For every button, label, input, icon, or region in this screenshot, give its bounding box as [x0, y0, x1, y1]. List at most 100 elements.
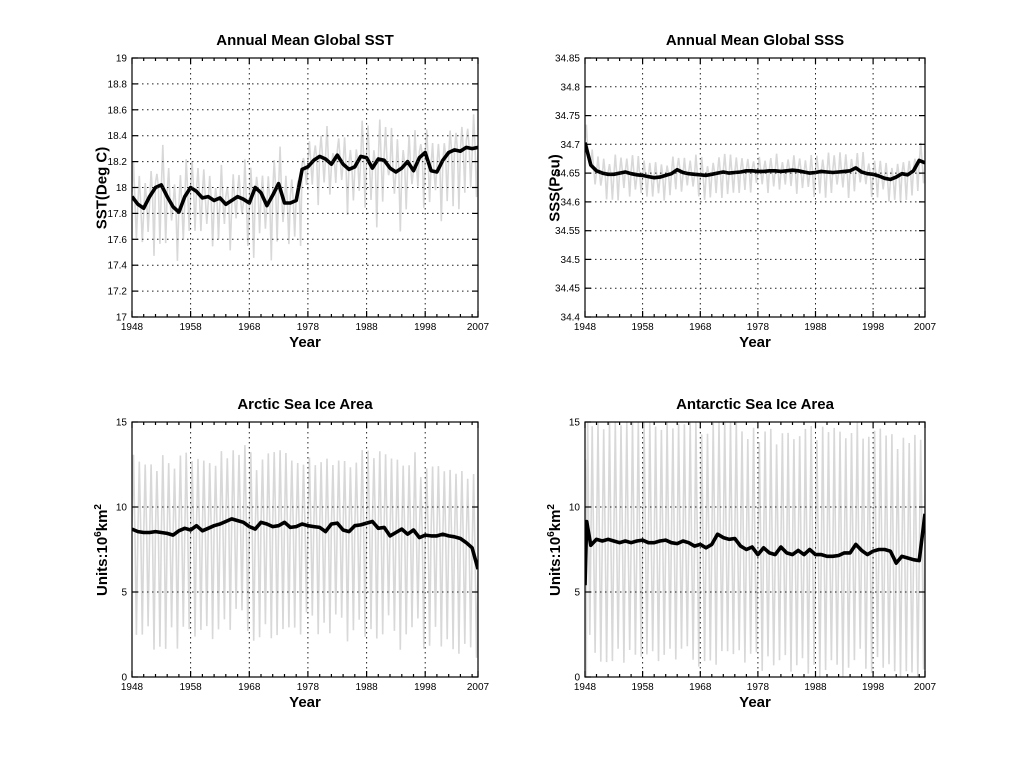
y-tick-label: 0 [121, 673, 127, 684]
y-tick-label: 34.6 [561, 197, 581, 208]
y-axis-label: SST(Deg C) [94, 146, 111, 229]
y-axis-label-part: SSS(Psu) [546, 153, 564, 222]
y-tick-label: 18.4 [108, 131, 128, 142]
grid-lines [585, 422, 925, 677]
y-tick-label: 17.6 [108, 235, 128, 246]
y-tick-label: 34.7 [561, 140, 581, 151]
annual-mean-line [132, 145, 478, 214]
x-tick-label: 1968 [689, 322, 712, 333]
x-tick-label: 1948 [121, 322, 144, 333]
y-axis-label: Units:106km2 [93, 504, 111, 596]
x-tick-label: 1978 [297, 682, 320, 693]
annual-mean-line [585, 513, 925, 586]
x-axis-label: Year [289, 694, 321, 711]
y-tick-label: 0 [574, 673, 580, 684]
x-tick-label: 1958 [179, 322, 202, 333]
y-tick-label: 34.4 [561, 313, 581, 324]
y-tick-label: 17.8 [108, 209, 128, 220]
x-axis-label: Year [739, 334, 771, 351]
tick-labels: 1948 1958 1968 1978 1988 1998 2007 17 17.2 17.4 17… [108, 54, 490, 334]
x-tick-label: 1958 [631, 682, 654, 693]
y-tick-label: 34.5 [561, 255, 581, 266]
tick-labels: 1948 1958 1968 1978 1988 1998 2007 0 5 10 15 [116, 418, 490, 694]
y-tick-label: 18 [116, 183, 128, 194]
y-tick-label: 10 [116, 503, 128, 514]
axis-ticks [584, 421, 926, 678]
y-tick-label: 15 [569, 418, 581, 429]
y-axis-label-part: km [547, 509, 564, 531]
chart-arctic-sea-ice-area: 1948 1958 1968 1978 1988 1998 2007 0 5 10 15 Arcti… [80, 392, 510, 742]
y-tick-label: 18.2 [108, 157, 128, 168]
x-tick-label: 2007 [467, 682, 490, 693]
axis-border [131, 421, 479, 678]
y-axis-label-part: 2 [93, 503, 104, 510]
y-tick-label: 17.2 [108, 287, 128, 298]
x-tick-label: 1998 [862, 682, 885, 693]
axis-ticks [131, 421, 479, 678]
axis-ticks [584, 57, 926, 318]
y-axis-label-part: km [94, 509, 111, 531]
y-tick-label: 17.4 [108, 261, 128, 272]
x-tick-label: 1988 [355, 322, 378, 333]
y-tick-label: 17 [116, 313, 128, 324]
annual-mean-line [132, 517, 478, 570]
arctic-plot-area: 1948 1958 1968 1978 1988 1998 2007 0 5 10 15 [116, 418, 490, 694]
x-axis-label: Year [289, 334, 321, 351]
y-axis-label: Units:106km2 [546, 504, 564, 596]
chart-antarctic-sea-ice-area: 1948 1958 1968 1978 1988 1998 2007 0 5 10 15 Antar… [533, 392, 958, 742]
y-axis-label-part: SST(Deg C) [93, 146, 111, 229]
chart-title: Antarctic Sea Ice Area [676, 396, 834, 413]
axis-border [131, 57, 479, 318]
y-axis-label: SSS(Psu) [547, 154, 564, 222]
x-tick-label: 1958 [631, 322, 654, 333]
chart-title: Annual Mean Global SST [216, 32, 394, 49]
x-tick-label: 1998 [414, 682, 437, 693]
grid-lines [585, 58, 925, 317]
chart-annual-mean-global-sss: 1948 1958 1968 1978 1988 1998 2007 34.4 34.45 34.… [533, 28, 958, 373]
y-tick-label: 10 [569, 503, 581, 514]
y-axis-label-part: 6 [546, 530, 557, 537]
monthly-mean-line [132, 445, 478, 658]
monthly-mean-line [585, 124, 925, 202]
y-tick-label: 34.85 [555, 54, 580, 65]
chart-title: Annual Mean Global SSS [665, 32, 845, 49]
x-tick-label: 1968 [689, 682, 712, 693]
y-axis-label-part: 6 [93, 530, 104, 537]
data-layer [585, 124, 925, 202]
data-layer [585, 422, 925, 677]
x-tick-label: 1978 [747, 322, 770, 333]
y-tick-label: 34.8 [561, 82, 581, 93]
x-tick-label: 1968 [238, 322, 261, 333]
y-tick-label: 34.75 [555, 111, 580, 122]
antarctic-plot-area: 1948 1958 1968 1978 1988 1998 2007 0 5 10 15 [569, 418, 937, 694]
axis-ticks [131, 57, 479, 318]
y-tick-label: 34.45 [555, 284, 580, 295]
y-axis-label-part: Units:10 [547, 536, 564, 596]
x-tick-label: 1988 [804, 682, 827, 693]
x-tick-label: 1968 [238, 682, 261, 693]
annual-mean-line [585, 142, 925, 182]
chart-annual-mean-global-sst: 1948 1958 1968 1978 1988 1998 2007 17 17.2 17.4 17… [80, 28, 510, 373]
y-tick-label: 34.65 [555, 169, 580, 180]
x-tick-label: 1948 [574, 322, 597, 333]
x-tick-label: 1948 [121, 682, 144, 693]
x-tick-label: 1998 [862, 322, 885, 333]
y-tick-label: 15 [116, 418, 128, 429]
x-tick-label: 1998 [414, 322, 437, 333]
sst-plot-area: 1948 1958 1968 1978 1988 1998 2007 17 17.2 17.4 17… [108, 54, 490, 334]
y-tick-label: 19 [116, 54, 128, 65]
data-layer [132, 114, 478, 261]
x-tick-label: 2007 [467, 322, 490, 333]
chart-title: Arctic Sea Ice Area [237, 396, 373, 413]
x-tick-label: 2007 [914, 322, 937, 333]
axis-border [584, 57, 926, 318]
y-tick-label: 5 [121, 588, 127, 599]
sss-plot-area: 1948 1958 1968 1978 1988 1998 2007 34.4 34.45 34.… [555, 54, 937, 334]
x-tick-label: 1988 [804, 322, 827, 333]
y-tick-label: 34.55 [555, 226, 580, 237]
x-axis-label: Year [739, 694, 771, 711]
x-tick-label: 1978 [747, 682, 770, 693]
monthly-mean-line [585, 422, 925, 677]
y-axis-label-part: 2 [546, 503, 557, 510]
